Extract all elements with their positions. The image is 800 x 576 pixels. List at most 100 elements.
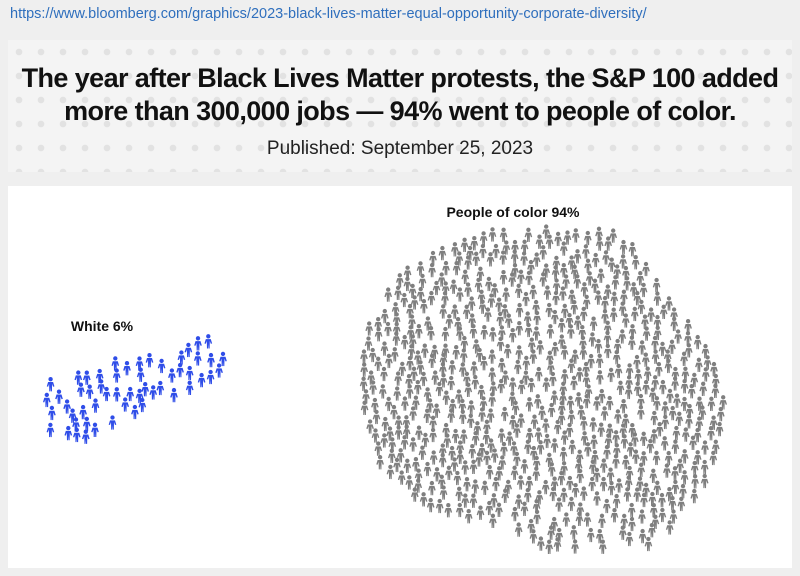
person-icon	[574, 392, 583, 407]
person-icon	[515, 302, 524, 318]
person-icon	[394, 285, 402, 300]
person-icon	[659, 304, 668, 319]
person-icon	[380, 366, 388, 382]
person-icon	[637, 299, 646, 315]
person-icon	[690, 488, 699, 504]
person-icon	[168, 368, 176, 383]
person-icon	[612, 493, 621, 509]
person-icon	[149, 385, 158, 400]
person-icon	[661, 401, 670, 416]
person-icon	[445, 314, 454, 329]
person-icon	[82, 370, 91, 385]
person-icon	[461, 460, 470, 475]
person-icon	[467, 400, 476, 415]
person-icon	[651, 375, 660, 390]
person-icon	[638, 340, 646, 355]
person-icon	[605, 395, 614, 411]
person-icon	[628, 242, 637, 257]
person-icon	[659, 379, 667, 395]
person-icon	[405, 475, 414, 490]
person-icon	[176, 362, 184, 378]
person-icon	[631, 255, 640, 270]
person-icon	[467, 296, 476, 311]
source-url-link[interactable]: https://www.bloomberg.com/graphics/2023-…	[10, 6, 647, 22]
person-icon	[517, 379, 526, 395]
person-icon	[529, 284, 538, 300]
person-icon	[595, 353, 604, 368]
person-icon	[492, 243, 500, 259]
person-icon	[575, 367, 584, 382]
people-of-color-group	[359, 224, 728, 554]
person-icon	[680, 379, 689, 394]
person-icon	[409, 406, 417, 421]
person-icon	[545, 539, 554, 554]
person-icon	[42, 392, 51, 408]
person-icon	[619, 239, 628, 255]
person-icon	[530, 414, 539, 429]
person-icon	[571, 228, 580, 243]
person-icon	[432, 403, 441, 418]
person-icon	[533, 394, 542, 409]
person-icon	[91, 422, 99, 437]
person-icon	[597, 388, 606, 404]
person-icon	[380, 308, 389, 324]
person-icon	[547, 402, 556, 418]
person-icon	[634, 369, 643, 384]
person-icon	[579, 486, 588, 501]
pictogram-svg: White 6% People of color 94%	[42, 204, 728, 554]
person-icon	[429, 250, 437, 266]
person-icon	[497, 428, 506, 443]
person-icon	[46, 377, 55, 392]
person-icon	[85, 384, 94, 399]
person-icon	[689, 435, 697, 450]
person-icon	[707, 396, 716, 411]
person-icon	[599, 476, 608, 492]
person-icon	[420, 343, 429, 358]
person-icon	[584, 258, 592, 273]
headline: The year after Black Lives Matter protes…	[8, 40, 792, 128]
person-icon	[157, 358, 166, 374]
person-icon	[550, 390, 559, 405]
person-icon	[478, 299, 487, 314]
person-icon	[681, 366, 690, 381]
person-icon	[194, 336, 202, 351]
person-icon	[538, 405, 546, 420]
person-icon	[442, 390, 451, 405]
person-icon	[597, 422, 606, 437]
person-icon	[672, 425, 681, 441]
person-icon	[416, 261, 425, 276]
person-icon	[185, 380, 194, 395]
person-icon	[435, 498, 444, 514]
headline-line-1: The year after Black Lives Matter protes…	[21, 63, 779, 93]
person-icon	[497, 357, 506, 373]
white-people-group	[42, 334, 227, 444]
person-icon	[170, 387, 178, 403]
person-icon	[536, 440, 545, 455]
person-icon	[466, 413, 475, 428]
person-icon	[653, 291, 662, 306]
person-icon	[464, 509, 473, 524]
person-icon	[614, 363, 623, 379]
person-icon	[644, 536, 653, 552]
person-icon	[514, 283, 523, 298]
person-icon	[638, 528, 647, 544]
person-icon	[554, 231, 562, 247]
person-icon	[55, 389, 63, 404]
person-icon	[360, 362, 369, 377]
person-icon	[429, 450, 438, 465]
person-icon	[620, 513, 629, 529]
person-icon	[156, 380, 165, 396]
person-icon	[643, 366, 652, 381]
person-icon	[638, 509, 646, 524]
person-icon	[456, 287, 464, 302]
person-icon	[482, 430, 491, 445]
person-icon	[615, 478, 623, 493]
person-icon	[508, 328, 517, 343]
person-icon	[652, 450, 661, 466]
person-icon	[681, 427, 690, 442]
person-icon	[693, 334, 702, 350]
person-icon	[472, 251, 481, 266]
person-icon	[664, 450, 673, 466]
person-icon	[671, 466, 679, 481]
person-icon	[660, 436, 669, 451]
